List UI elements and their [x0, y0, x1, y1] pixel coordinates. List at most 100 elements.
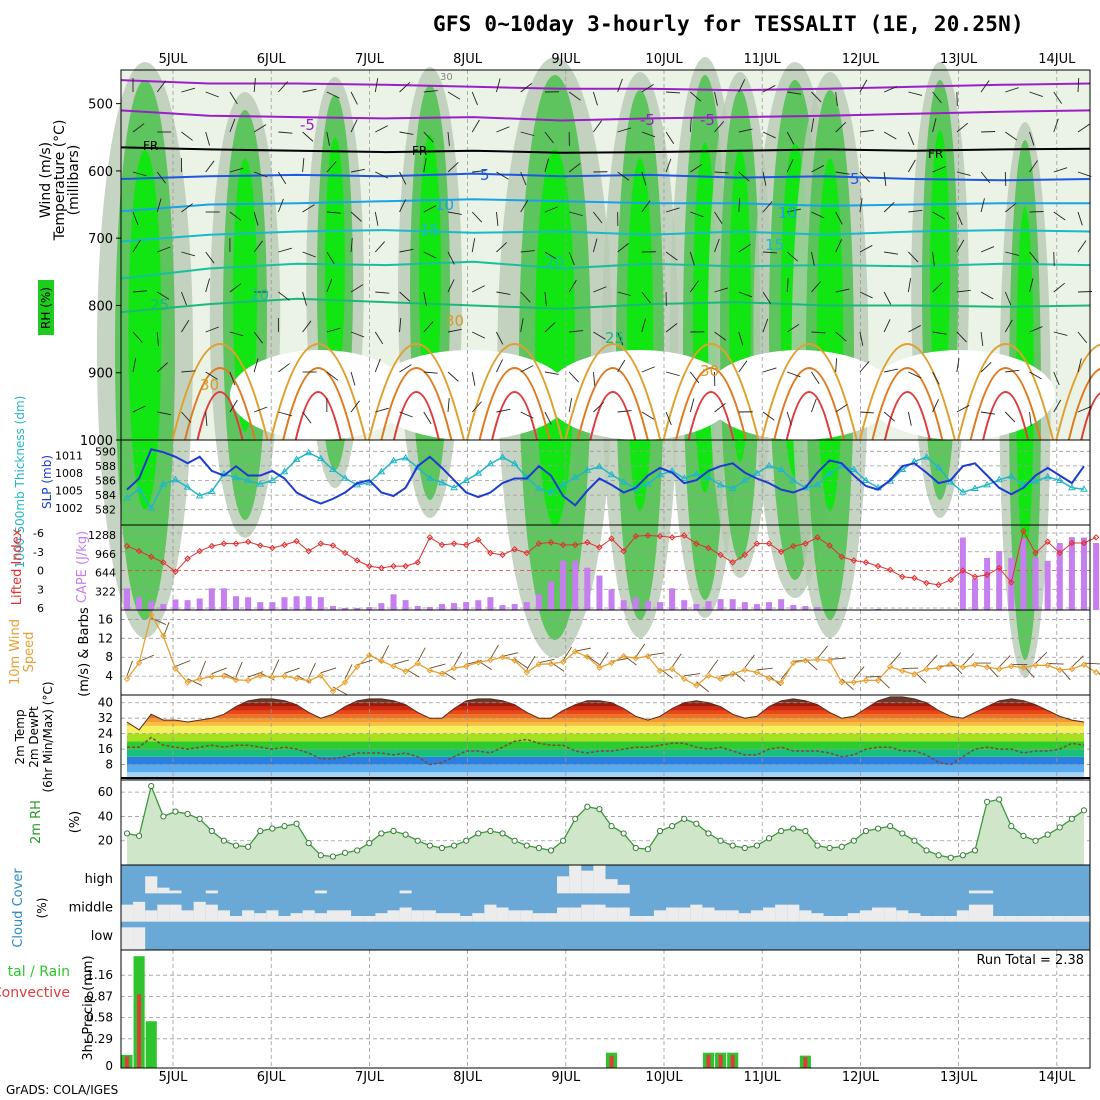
wind-speed-point [935, 664, 942, 672]
wind-barb [375, 171, 389, 179]
wind-barb-10m [380, 645, 390, 660]
wind-barb [423, 371, 438, 374]
wind-speed-point [450, 664, 458, 672]
rh-saturated-area [626, 158, 654, 512]
cape-bar [342, 608, 349, 610]
thickness-point [425, 474, 434, 481]
wind-speed-point [765, 675, 773, 682]
lifted-index-tick-label: 0 [37, 565, 44, 578]
cape-bar [778, 599, 785, 610]
thickness-point [1080, 485, 1088, 492]
wind-barb [132, 123, 145, 133]
chart-title: GFS 0~10day 3-hourly for TESSALIT (1E, 2… [433, 12, 1024, 36]
wind-speed-point [135, 659, 143, 667]
wind-barb-10m [393, 659, 410, 665]
thickness-point [1031, 477, 1040, 484]
cape-bar [596, 575, 603, 610]
rh-point [632, 844, 639, 852]
isotherm-label: 10 [778, 204, 797, 222]
warm-isotherm-arc [773, 367, 846, 441]
wind-barb [181, 203, 193, 213]
wind-barb [181, 370, 196, 373]
warm-isotherm-arc [1080, 392, 1100, 441]
wind-barb [932, 281, 943, 293]
cape-bar [511, 604, 518, 610]
wind-barb [423, 321, 434, 333]
wind-barb-10m [526, 655, 536, 671]
warm-isotherm-arc [576, 367, 649, 441]
temperature-band [127, 741, 1084, 750]
cloud-cover-bar [290, 913, 303, 922]
thickness-point [389, 456, 398, 464]
temperature-tick-label: 16 [98, 742, 113, 756]
lifted-index-point [995, 564, 1003, 572]
lifted-index-point [1080, 539, 1088, 547]
wind-barb [665, 371, 680, 377]
lifted-index-point [886, 566, 894, 574]
wind-barb [447, 251, 455, 265]
wind-barb [884, 368, 898, 373]
precip-legend-total: tal / Rain [8, 964, 70, 980]
lifted-index-point [257, 542, 264, 549]
wind-barb [520, 411, 534, 419]
cloud-cover-bar [823, 916, 836, 922]
wind-barb [326, 371, 339, 381]
wind-barb [1053, 282, 1065, 293]
wind-barb-10m [284, 667, 300, 674]
rh-point [547, 847, 555, 854]
thickness-point [207, 487, 216, 494]
cape-bar [620, 600, 627, 610]
wind-barb [447, 162, 459, 173]
cloud-cover-bar [423, 910, 436, 922]
cloud-cover-bar [641, 916, 654, 922]
thickness-point [498, 453, 507, 460]
wind-barb [302, 251, 316, 258]
wind-speed-point [814, 656, 821, 663]
thickness-point [183, 483, 192, 490]
wind-speed-point [874, 677, 882, 684]
lifted-index-axis-title-line: Lifted Index [10, 528, 25, 605]
rh-point [172, 808, 179, 815]
wind-barb [665, 251, 678, 261]
wind-barb [932, 331, 947, 335]
lifted-index-axis-title: Lifted Index [10, 528, 25, 605]
wind-tick-label: 8 [105, 650, 113, 664]
thickness-point [644, 480, 652, 487]
wind-barb [932, 118, 937, 133]
cloud-cover-bar [1053, 916, 1066, 922]
wind-barb [738, 128, 753, 133]
wind-barb [302, 411, 312, 424]
chart-marks [120, 77, 1100, 1068]
wind-barb-10m [320, 667, 337, 674]
rh-point [814, 842, 821, 849]
rh-axis-title-line: 2m RH [29, 800, 44, 844]
wind-barb [859, 79, 868, 93]
lifted-index-point [293, 537, 300, 545]
lifted-index-point [317, 540, 325, 547]
wind-barb [132, 239, 141, 253]
wind-barb [399, 171, 407, 185]
lifted-index-point [620, 547, 627, 555]
wind-barb [932, 211, 945, 220]
cloud-cover-bar [666, 907, 679, 922]
lifted-index-point [874, 562, 882, 570]
wind-speed-point [802, 657, 809, 664]
precip-tick-label: 0.29 [86, 1032, 113, 1046]
wind-barb [956, 358, 960, 373]
lifted-index-tick-label: -3 [33, 546, 44, 559]
rh-dry-area [370, 350, 570, 440]
cloud-cover-bar [593, 865, 606, 894]
wind-barb-10m [211, 667, 227, 675]
thickness-point [1007, 472, 1016, 479]
wind-barb [738, 331, 744, 346]
wind-barb [278, 171, 287, 185]
wind-barb [302, 131, 314, 142]
cloud-cover-bar [169, 890, 182, 894]
wind-barb-10m [562, 646, 572, 661]
wind-barb [762, 171, 767, 186]
wind-barb [908, 251, 919, 263]
lifted-index-point [971, 573, 979, 580]
wind-barb-10m [720, 673, 737, 677]
wind-barb [883, 411, 896, 422]
temperature-axis-title-line: 2m DewPt [27, 706, 41, 768]
